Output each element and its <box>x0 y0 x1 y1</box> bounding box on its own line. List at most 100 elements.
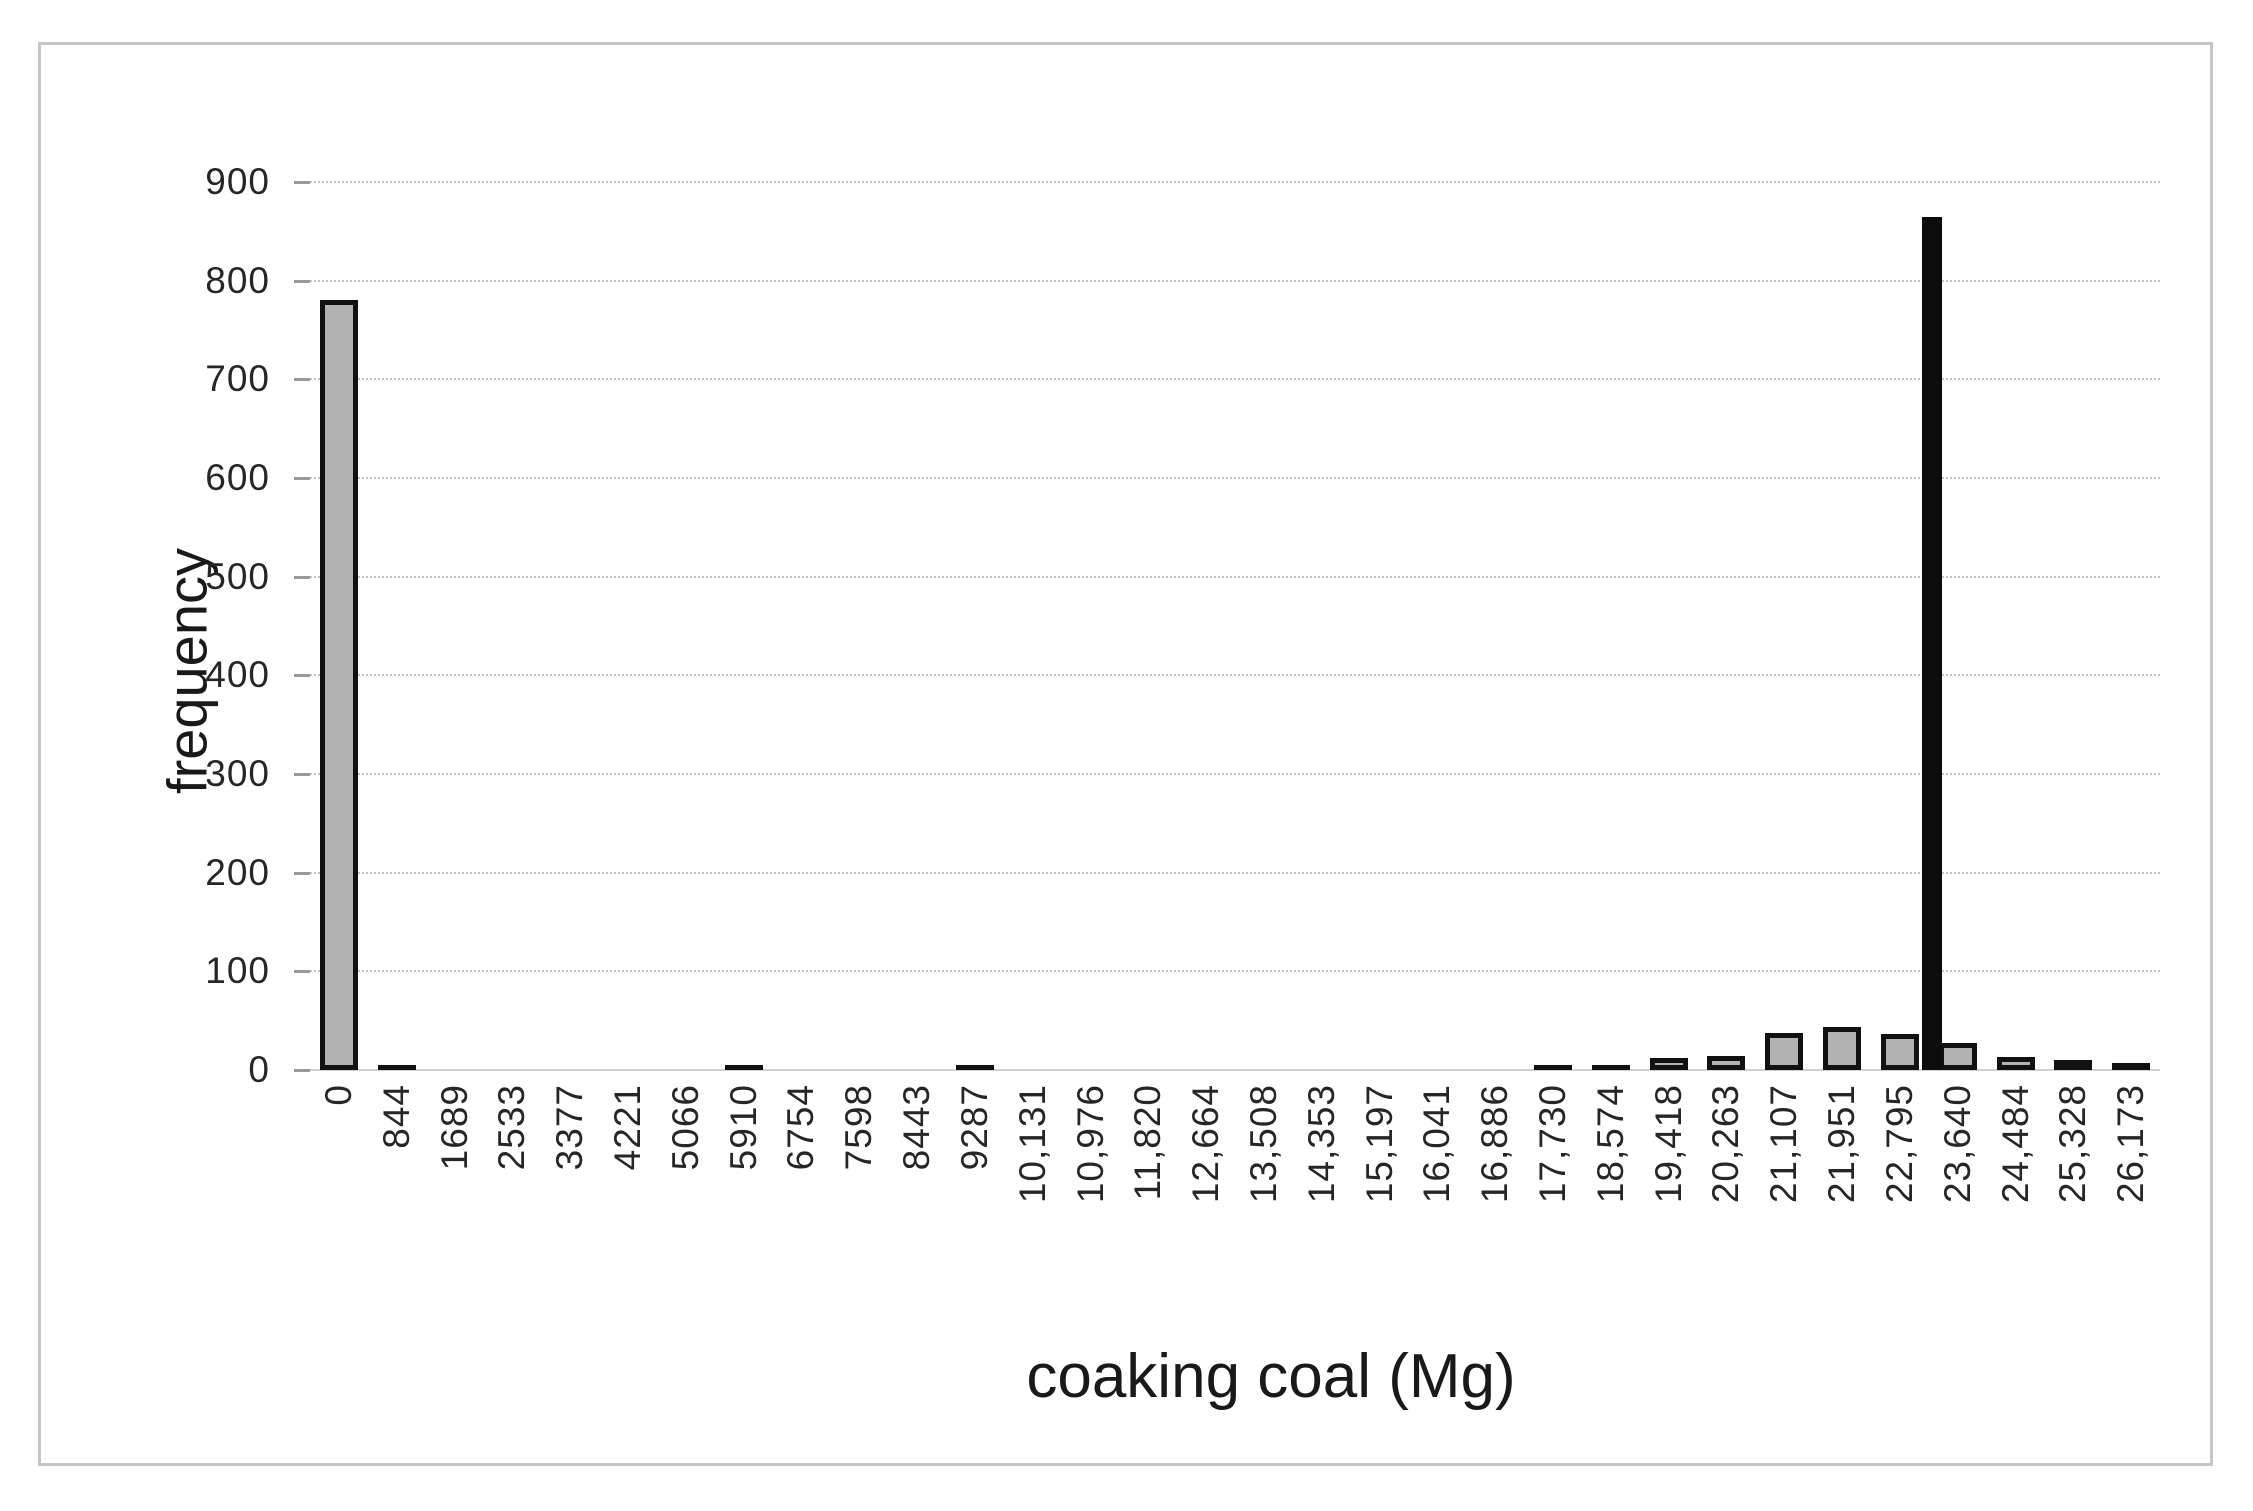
x-tick-label-text: 16,886 <box>1474 1084 1516 1204</box>
y-tick-mark-200 <box>294 871 310 875</box>
x-tick-label: 10,131 <box>1012 1084 1075 1208</box>
bar <box>1938 1043 1977 1070</box>
x-tick-label: 8443 <box>896 1084 959 1175</box>
y-tick-mark-500 <box>294 575 310 579</box>
y-tick-label: 200 <box>205 851 270 893</box>
x-tick-label: 12,664 <box>1185 1084 1248 1208</box>
bar <box>2112 1063 2151 1070</box>
marker-bar <box>1921 217 1942 1070</box>
gridline-900 <box>310 181 2160 183</box>
x-tick-label-text: 844 <box>375 1084 417 1149</box>
x-tick-label-text: 22,795 <box>1878 1084 1920 1204</box>
x-tick-label: 4221 <box>607 1084 670 1175</box>
x-tick-label-text: 10,976 <box>1069 1084 1111 1204</box>
x-tick-label-text: 18,574 <box>1589 1084 1631 1204</box>
y-tick-label: 400 <box>205 654 270 696</box>
y-tick-mark-900 <box>294 181 310 184</box>
x-tick-label-text: 0 <box>317 1084 359 1106</box>
x-tick-label-text: 5066 <box>664 1084 706 1171</box>
x-tick-label: 22,795 <box>1879 1084 1942 1208</box>
x-tick-label: 11,820 <box>1127 1084 1190 1205</box>
x-tick-label-text: 19,418 <box>1647 1084 1689 1204</box>
x-tick-label-text: 20,263 <box>1705 1084 1747 1204</box>
y-tick-label: 600 <box>205 457 270 498</box>
x-tick-label: 23,640 <box>1937 1084 2000 1208</box>
x-tick-label-text: 10,131 <box>1011 1084 1053 1204</box>
y-tick-mark-400 <box>294 674 310 678</box>
x-tick-label: 26,173 <box>2110 1084 2173 1208</box>
x-tick-label: 2533 <box>491 1084 554 1175</box>
y-tick-mark-800 <box>294 279 310 283</box>
x-tick-label-text: 14,353 <box>1300 1084 1342 1204</box>
gridline-500 <box>310 575 2160 578</box>
y-tick-label: 100 <box>205 950 270 992</box>
bar <box>1996 1057 2035 1070</box>
x-tick-label-text: 15,197 <box>1358 1084 1400 1204</box>
y-tick-mark-300 <box>294 773 310 776</box>
x-tick-label: 17,730 <box>1532 1084 1595 1208</box>
gridline-0 <box>310 1069 2160 1071</box>
x-tick-label: 16,041 <box>1416 1084 1479 1208</box>
x-tick-label: 844 <box>376 1084 439 1154</box>
x-tick-label-text: 8443 <box>896 1084 937 1171</box>
bar <box>1765 1033 1804 1070</box>
bar <box>955 1065 994 1070</box>
x-tick-label: 21,951 <box>1821 1084 1884 1208</box>
bar <box>319 300 358 1070</box>
x-tick-label: 25,328 <box>2052 1084 2115 1208</box>
y-tick-mark-600 <box>294 477 310 480</box>
bar <box>1880 1034 1919 1070</box>
x-tick-label-text: 2533 <box>491 1084 533 1171</box>
x-tick-label: 5066 <box>665 1084 728 1175</box>
x-tick-label-text: 9287 <box>953 1084 995 1171</box>
y-tick-label: 0 <box>248 1049 270 1090</box>
y-tick-mark-0 <box>294 1069 310 1072</box>
y-tick-label: 500 <box>205 555 270 597</box>
x-tick-label: 9287 <box>954 1084 1017 1175</box>
x-tick-label-text: 24,484 <box>1994 1084 2036 1204</box>
x-tick-label-text: 12,664 <box>1185 1084 1227 1204</box>
y-tick-label: 700 <box>205 358 270 400</box>
x-tick-label: 14,353 <box>1301 1084 1364 1208</box>
x-tick-label-text: 16,041 <box>1416 1084 1458 1204</box>
x-tick-label: 21,107 <box>1763 1084 1826 1208</box>
x-tick-label-text: 5910 <box>722 1084 764 1171</box>
x-tick-label: 18,574 <box>1590 1084 1653 1208</box>
x-tick-label-text: 7598 <box>838 1084 880 1171</box>
y-tick-label: 300 <box>205 753 270 794</box>
x-tick-label-text: 21,951 <box>1821 1084 1862 1204</box>
x-axis-title: coaking coal (Mg) <box>1026 1342 1516 1411</box>
x-tick-label-text: 23,640 <box>1936 1084 1978 1204</box>
gridline-200 <box>310 871 2160 874</box>
x-tick-label: 16,886 <box>1474 1084 1537 1208</box>
chart-frame: frequency coaking coal (Mg) <box>38 42 2213 1466</box>
x-tick-label-text: 17,730 <box>1532 1084 1573 1204</box>
gridline-600 <box>310 477 2160 479</box>
bar <box>1649 1058 1688 1070</box>
bar <box>1823 1027 1861 1070</box>
gridline-100 <box>310 970 2160 973</box>
x-tick-label-text: 1689 <box>433 1084 475 1171</box>
x-tick-label-text: 11,820 <box>1127 1084 1169 1201</box>
gridline-300 <box>310 773 2160 775</box>
y-tick-label: 900 <box>205 161 270 202</box>
x-tick-label-text: 21,107 <box>1763 1084 1805 1204</box>
bar <box>1707 1056 1746 1070</box>
x-tick-label: 3377 <box>549 1084 612 1175</box>
x-tick-label-text: 4221 <box>607 1084 648 1171</box>
gridline-800 <box>310 279 2160 282</box>
x-tick-label: 7598 <box>838 1084 901 1175</box>
gridline-400 <box>310 674 2160 677</box>
bar <box>724 1065 763 1070</box>
x-tick-label-text: 3377 <box>549 1084 591 1171</box>
gridline-700 <box>310 378 2160 381</box>
y-tick-mark-100 <box>294 970 310 974</box>
x-tick-label: 0 <box>318 1084 381 1111</box>
x-tick-label-text: 6754 <box>780 1084 822 1171</box>
x-tick-label-text: 25,328 <box>2052 1084 2094 1204</box>
x-tick-label: 13,508 <box>1243 1084 1306 1208</box>
bar <box>1534 1065 1572 1070</box>
bar <box>377 1065 416 1070</box>
y-tick-mark-700 <box>294 378 310 382</box>
